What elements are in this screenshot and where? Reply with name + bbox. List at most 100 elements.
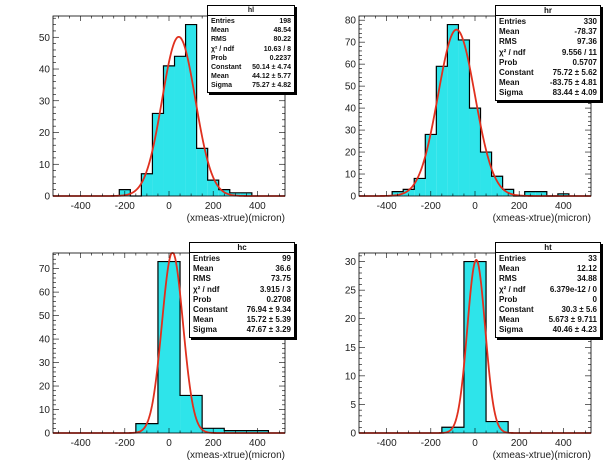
stats-row: χ² / ndf 9.556 / 11 [499,48,597,58]
bar [441,427,464,433]
stats-label: Prob [193,294,212,304]
stats-row: Mean 15.72 ± 5.39 [193,315,291,325]
stats-row: Constant 76.94 ± 9.34 [193,305,291,315]
histogram-ht: -400 -200 0 200 400 0 5 10 15 20 25 30 [345,252,592,449]
bar [425,134,437,196]
bar [135,423,158,433]
y-tick-label: 50 [39,311,51,322]
y-tick-label: 70 [39,264,51,275]
stats-value: 6.379e-12 / 0 [549,284,597,294]
stats-value: 99 [282,254,291,263]
stats-value: 44.12 ± 5.77 [252,73,291,81]
y-tick-label: 30 [39,96,51,107]
stats-row: Mean -83.75 ± 4.81 [499,78,597,88]
x-axis-title: (xmeas-xtrue)(micron) [186,213,285,224]
x-tick-label: -200 [421,201,441,212]
stats-row: Sigma 83.44 ± 4.09 [499,88,597,98]
stats-label: χ² / ndf [499,284,526,294]
stats-value: 97.36 [576,37,597,47]
bar [491,176,503,196]
bar [180,395,203,433]
stats-label: Entries [499,254,527,263]
bar [463,261,487,433]
stats-value: 47.67 ± 3.29 [246,325,291,335]
y-tick-label: 20 [39,382,51,393]
stats-row: Mean 12.12 [499,264,597,274]
bar [152,113,164,196]
y-tick-label: 40 [345,104,357,115]
x-tick-label: 200 [205,201,222,212]
stats-label: Constant [211,64,242,72]
y-tick-label: 0 [44,429,50,440]
stats-label: χ² / ndf [499,47,526,57]
x-tick-label: 400 [555,201,572,212]
stats-label: Sigma [193,325,218,335]
stats-row: Constant 75.72 ± 5.62 [499,68,597,78]
y-tick-label: 10 [345,371,357,382]
stats-title: hl [208,6,294,16]
x-tick-label: -400 [71,438,91,449]
y-tick-label: 0 [350,192,356,203]
stats-row: RMS 80.22 [211,35,291,44]
y-tick-label: 40 [39,335,51,346]
stats-label: Constant [499,305,534,315]
stats-value: 330 [583,17,597,26]
bar [469,108,481,196]
stats-row: Prob 0 [499,295,597,305]
y-tick-label: 15 [345,343,357,354]
stats-row: Prob 0.5707 [499,58,597,68]
y-tick-label: 25 [345,286,357,297]
stats-label: Mean [499,27,520,37]
x-axis-title: (xmeas-xtrue)(micron) [186,450,285,461]
bar [157,261,181,433]
stats-label: RMS [193,274,211,284]
stats-title: hc [190,243,294,253]
stats-value: 34.88 [576,274,597,284]
bar [174,56,186,196]
bar [403,189,415,196]
bar [185,24,197,197]
x-axis-title: (xmeas-xtrue)(micron) [492,450,591,461]
stats-row: RMS 34.88 [499,274,597,284]
bar [486,421,509,433]
stats-value: 9.556 / 11 [561,47,597,57]
y-tick-label: 60 [345,60,357,71]
x-axis-title: (xmeas-xtrue)(micron) [492,213,591,224]
bar [141,173,153,196]
y-tick-label: 0 [350,429,356,440]
stats-label: χ² / ndf [193,284,220,294]
stats-label: Prob [211,54,227,62]
stats-row: RMS 97.36 [499,37,597,47]
bar [163,65,175,196]
stats-value: 0.2708 [266,294,291,304]
bar [196,148,208,196]
stats-value: 80.22 [273,36,291,44]
stats-row: Entries 330 [499,17,597,27]
stats-value: 76.94 ± 9.34 [246,305,291,315]
y-tick-label: 10 [39,160,51,171]
stats-row: Mean 5.673 ± 9.711 [499,315,597,325]
stats-value: 36.6 [275,264,291,274]
stats-value: 48.54 [273,27,291,35]
bar [436,66,448,196]
x-tick-label: 0 [472,438,478,449]
stats-label: Mean [193,315,214,325]
stats-row: Entries 198 [211,17,291,26]
y-tick-label: 40 [39,65,51,76]
stats-value: -78.37 [574,27,597,37]
stats-value: 30.3 ± 5.6 [561,305,597,315]
stats-label: Sigma [499,88,524,98]
stats-row: Prob 0.2237 [211,54,291,63]
stats-box: hl Entries 198 Mean 48.54 RMS 80.22 χ² / ndf 10.… [207,5,295,93]
pad-hc: -400 -200 0 200 400 0 10 20 30 40 50 60 70 (xmeas-xtr… [0,237,306,474]
stats-row: Entries 99 [193,254,291,264]
stats-row: Mean -78.37 [499,27,597,37]
stats-value: 75.27 ± 4.82 [252,82,291,90]
stats-label: Entries [499,17,527,26]
stats-label: Sigma [211,82,233,90]
x-tick-label: 400 [555,438,572,449]
y-tick-label: 0 [44,192,50,203]
bar [447,24,459,197]
stats-label: χ² / ndf [211,45,235,53]
stats-value: 33 [588,254,597,263]
